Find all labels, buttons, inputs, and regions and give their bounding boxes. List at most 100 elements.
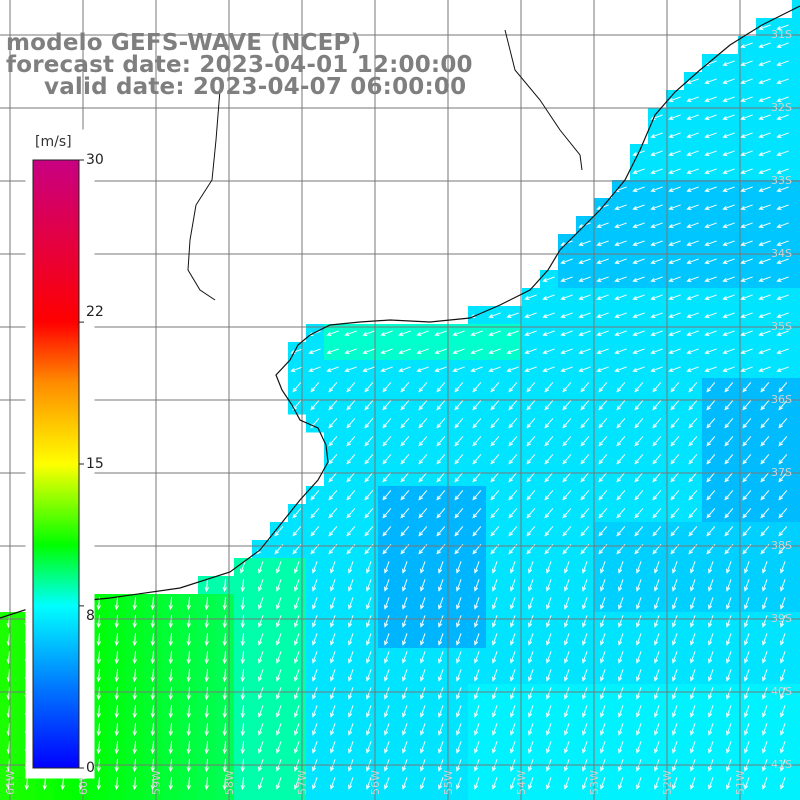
wind-arrow xyxy=(600,651,606,664)
wind-arrow xyxy=(690,669,696,682)
wind-arrow xyxy=(258,561,264,574)
wind-arrow xyxy=(150,776,155,791)
wind-arrow xyxy=(402,669,408,682)
wind-arrow xyxy=(186,740,191,755)
wind-arrow xyxy=(312,633,318,646)
wind-arrow xyxy=(600,597,606,610)
wind-arrow xyxy=(704,168,717,174)
wind-arrow xyxy=(708,777,714,790)
wind-arrow xyxy=(740,132,753,138)
wind-arrow xyxy=(292,382,302,393)
wind-arrow xyxy=(632,186,645,192)
wind-arrow xyxy=(290,366,303,372)
wind-arrow xyxy=(348,597,354,610)
wind-arrow xyxy=(582,597,588,610)
wind-arrow xyxy=(544,382,554,393)
wind-arrow xyxy=(344,366,357,372)
wind-arrow xyxy=(222,650,227,665)
wind-arrow xyxy=(652,382,662,393)
wind-arrow xyxy=(650,132,663,138)
wind-arrow xyxy=(528,705,534,718)
wind-arrow xyxy=(312,723,318,736)
wind-arrow xyxy=(384,687,390,700)
wind-arrow xyxy=(670,454,680,465)
wind-arrow xyxy=(452,348,465,354)
wind-arrow xyxy=(418,436,428,447)
wind-arrow xyxy=(672,633,678,646)
wind-arrow xyxy=(348,687,354,700)
wind-arrow xyxy=(348,777,354,790)
wind-arrow xyxy=(668,186,681,192)
wind-arrow xyxy=(708,597,714,610)
wind-arrow xyxy=(632,240,645,246)
wind-arrow xyxy=(618,741,624,754)
lat-label: 38S xyxy=(771,539,792,552)
wind-arrow xyxy=(762,579,768,592)
wind-arrow xyxy=(650,150,663,156)
wind-arrow xyxy=(222,614,227,629)
colorbar-tick-8: 8 xyxy=(86,608,95,624)
wind-arrow xyxy=(276,561,282,574)
wind-arrow xyxy=(562,436,572,447)
wind-arrow xyxy=(650,330,663,336)
wind-arrow xyxy=(436,382,446,393)
wind-arrow xyxy=(312,597,318,610)
wind-arrow xyxy=(330,615,336,628)
wind-arrow xyxy=(722,366,735,372)
wind-arrow xyxy=(510,651,516,664)
wind-arrow xyxy=(474,597,480,610)
wind-arrow xyxy=(778,472,788,483)
wind-arrow xyxy=(780,687,786,700)
wind-arrow xyxy=(456,705,462,718)
wind-arrow xyxy=(598,472,608,483)
wind-arrow xyxy=(222,776,227,791)
wind-arrow xyxy=(742,490,752,501)
wind-arrow xyxy=(382,382,392,393)
wind-arrow xyxy=(474,669,480,682)
wind-arrow xyxy=(366,705,372,718)
wind-arrow xyxy=(344,348,357,354)
wind-arrow xyxy=(634,418,644,429)
wind-arrow xyxy=(276,687,282,700)
wind-arrow xyxy=(492,705,498,718)
wind-arrow xyxy=(310,526,320,537)
wind-arrow xyxy=(578,330,591,336)
wind-arrow xyxy=(114,668,119,683)
wind-arrow xyxy=(366,723,372,736)
wind-arrow xyxy=(668,258,681,264)
wind-arrow xyxy=(456,687,462,700)
wind-arrow xyxy=(310,490,320,501)
wind-arrow xyxy=(258,651,264,664)
wind-arrow xyxy=(634,400,644,411)
wind-arrow xyxy=(654,561,660,574)
wind-arrow xyxy=(258,633,264,646)
wind-arrow xyxy=(326,366,339,372)
wind-arrow xyxy=(294,651,300,664)
wind-arrow xyxy=(276,669,282,682)
wind-arrow xyxy=(454,526,464,537)
wind-arrow xyxy=(740,114,753,120)
wind-arrow xyxy=(456,651,462,664)
wind-arrow xyxy=(688,400,698,411)
wind-arrow xyxy=(132,650,137,665)
wind-arrow xyxy=(294,615,300,628)
wind-arrow xyxy=(454,418,464,429)
wind-arrow xyxy=(726,669,732,682)
wind-arrow xyxy=(240,614,245,629)
wind-arrow xyxy=(492,669,498,682)
valid-date: valid date: 2023-04-07 06:00:00 xyxy=(44,74,467,100)
wind-arrow xyxy=(596,240,609,246)
wind-arrow xyxy=(490,490,500,501)
wind-arrow xyxy=(636,777,642,790)
wind-arrow xyxy=(614,330,627,336)
wind-arrow xyxy=(506,330,519,336)
wind-arrow xyxy=(600,561,606,574)
wind-arrow xyxy=(526,526,536,537)
wind-arrow xyxy=(686,132,699,138)
wind-arrow xyxy=(636,687,642,700)
wind-arrow xyxy=(490,418,500,429)
wind-arrow xyxy=(650,186,663,192)
wind-arrow xyxy=(778,526,788,537)
wind-arrow xyxy=(704,312,717,318)
wind-arrow xyxy=(258,723,264,736)
